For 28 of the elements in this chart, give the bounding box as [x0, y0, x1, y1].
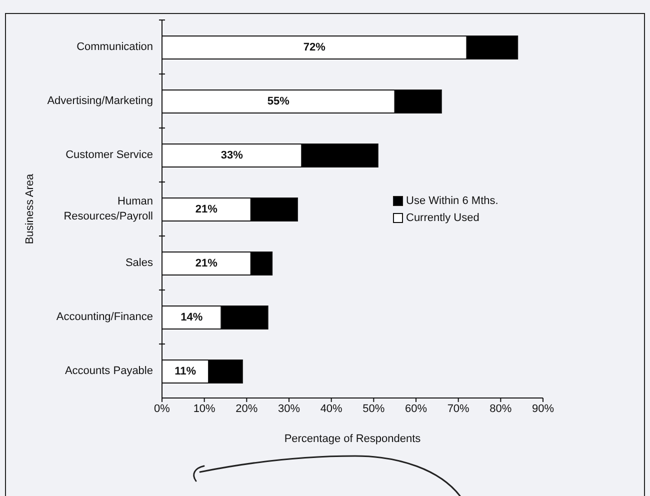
x-tick-label: 90%	[532, 402, 554, 415]
x-tick-label: 70%	[447, 402, 470, 415]
data-label: 14%	[180, 312, 203, 324]
legend-label: Use Within 6 Mths.	[406, 194, 498, 206]
y-tick-label: Customer Service	[66, 149, 153, 161]
y-tick-label: Sales	[125, 257, 154, 269]
data-label: 21%	[195, 258, 218, 270]
y-tick-label: Human Resources/Payroll	[64, 196, 153, 222]
data-label: 21%	[195, 204, 218, 216]
y-tick-label: Communication	[76, 41, 153, 53]
data-label: 11%	[174, 366, 196, 378]
data-label: 33%	[220, 150, 244, 162]
legend-label: Currently Used	[406, 212, 480, 224]
x-axis-title: Percentage of Respondents	[284, 433, 422, 445]
y-tick-label: Accounting/Finance	[56, 311, 153, 323]
x-tick-label: 60%	[404, 402, 428, 415]
y-tick-label: Advertising/Marketing	[47, 95, 153, 107]
x-tick-label: 40%	[320, 402, 343, 415]
y-tick-label: Accounts Payable	[64, 365, 153, 377]
data-label: 55%	[267, 96, 290, 108]
x-tick-label: 0%	[154, 402, 170, 415]
x-tick-label: 20%	[236, 402, 258, 415]
x-tick-label: 10%	[193, 402, 216, 415]
x-tick-label: 80%	[490, 402, 512, 415]
x-tick-label: 50%	[362, 402, 385, 415]
y-axis-title: Business Area	[24, 172, 36, 244]
data-label: 72%	[303, 42, 326, 54]
x-tick-label: 30%	[278, 402, 300, 415]
